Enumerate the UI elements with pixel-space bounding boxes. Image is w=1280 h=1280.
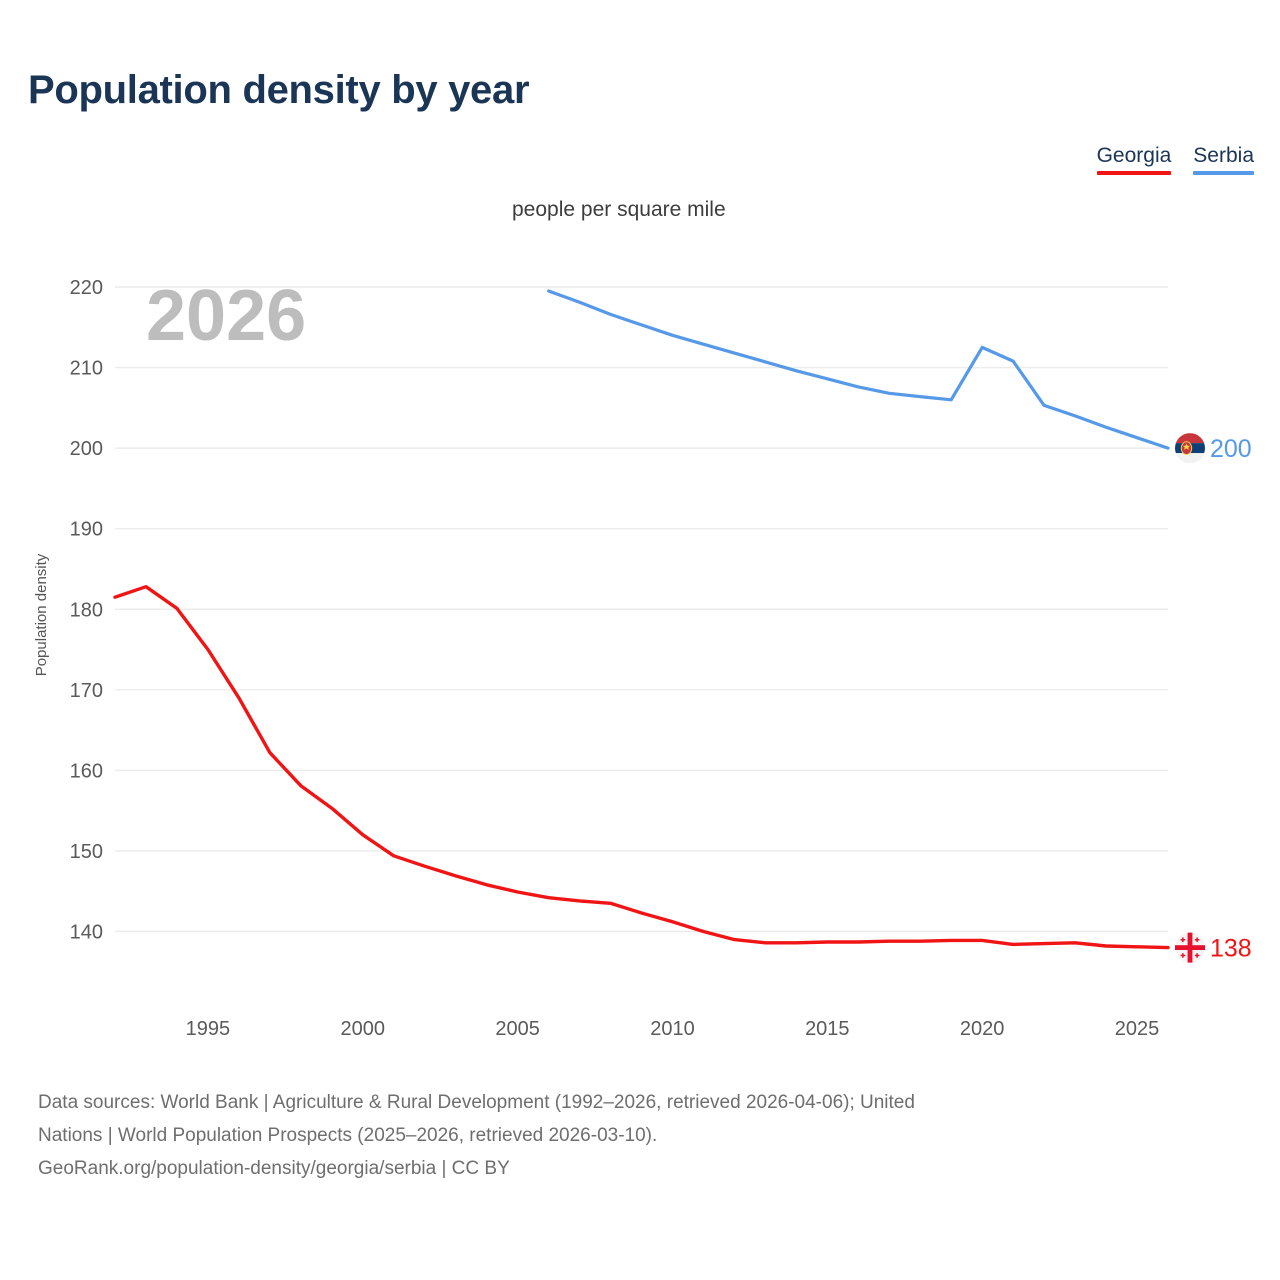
svg-text:2020: 2020: [960, 1018, 1005, 1040]
footer-sources: Data sources: World Bank | Agriculture &…: [38, 1086, 1258, 1185]
y-axis-title: Population density: [33, 553, 50, 676]
legend-label-georgia: Georgia: [1096, 144, 1172, 167]
legend-swatch-serbia: [1193, 171, 1254, 175]
year-watermark: 2026: [146, 276, 306, 356]
svg-text:150: 150: [70, 841, 103, 863]
grid-lines: [115, 286, 1168, 933]
svg-text:180: 180: [70, 599, 103, 621]
x-axis-ticks: 1995 2000 2005 2010 2015 2020 2025: [186, 1018, 1160, 1040]
y-axis-ticks: 140 150 160 170 180 190 200 210 220: [70, 277, 103, 944]
legend-swatch-georgia: [1096, 171, 1172, 175]
svg-text:2025: 2025: [1115, 1018, 1160, 1040]
svg-text:2015: 2015: [805, 1018, 850, 1040]
svg-text:220: 220: [70, 277, 103, 299]
serbia-end-value: 200: [1210, 435, 1252, 463]
svg-text:210: 210: [70, 358, 103, 380]
legend-item-georgia[interactable]: Georgia: [1096, 144, 1172, 175]
series-line-serbia: [547, 289, 1170, 450]
svg-text:200: 200: [70, 438, 103, 460]
chart-legend: Georgia Serbia: [1096, 144, 1254, 175]
footer-line-3: GeoRank.org/population-density/georgia/s…: [38, 1158, 510, 1179]
svg-text:170: 170: [70, 680, 103, 702]
svg-text:190: 190: [70, 519, 103, 541]
series-line-georgia: [113, 585, 1170, 950]
svg-text:2010: 2010: [650, 1018, 695, 1040]
footer-line-1: Data sources: World Bank | Agriculture &…: [38, 1092, 915, 1113]
georgia-flag-icon: [1175, 932, 1205, 963]
chart-subtitle: people per square mile: [512, 198, 726, 221]
svg-text:2000: 2000: [341, 1018, 386, 1040]
svg-text:2005: 2005: [495, 1018, 540, 1040]
serbia-flag-icon: [1175, 433, 1205, 464]
footer-line-2: Nations | World Population Prospects (20…: [38, 1125, 658, 1146]
line-chart-svg: 140 150 160 170 180 190 200 210 220 1995 2000 2005…: [33, 276, 1252, 1040]
georgia-end-value: 138: [1210, 935, 1252, 963]
svg-text:1995: 1995: [186, 1018, 231, 1040]
page-title: Population density by year: [28, 68, 530, 112]
svg-text:140: 140: [70, 922, 103, 944]
legend-label-serbia: Serbia: [1193, 144, 1254, 167]
legend-item-serbia[interactable]: Serbia: [1193, 144, 1254, 175]
svg-text:160: 160: [70, 760, 103, 782]
